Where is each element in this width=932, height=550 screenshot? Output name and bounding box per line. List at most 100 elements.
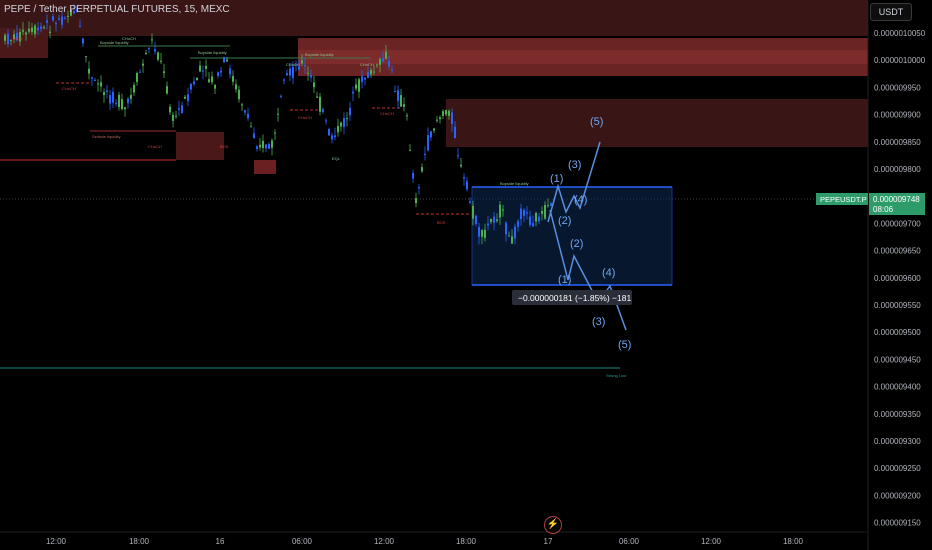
candle-body	[340, 122, 342, 127]
candle-body	[19, 32, 21, 42]
candle-body	[277, 113, 279, 115]
annotation-choch-6: CHoCH	[360, 62, 374, 67]
supply-zone-top	[0, 0, 868, 36]
candle-body	[52, 16, 54, 21]
candle-body	[286, 73, 288, 76]
candle-body	[313, 82, 315, 88]
candle-body	[409, 149, 411, 151]
candle-body	[514, 226, 516, 239]
price-axis-label: 0.000009400	[874, 383, 921, 392]
candle-body	[529, 216, 531, 225]
candle-body	[331, 135, 333, 140]
measure-label-bg	[512, 290, 632, 305]
candle-body	[136, 72, 138, 82]
candle-body	[541, 210, 543, 214]
candle-body	[4, 35, 6, 41]
candle-body	[520, 208, 522, 219]
candle-body	[79, 25, 81, 27]
candle-body	[532, 223, 534, 227]
candle-body	[475, 215, 477, 225]
candle-body	[247, 113, 249, 119]
wave-down-label-1: (1)	[558, 274, 571, 286]
candle-body	[202, 70, 204, 72]
candle-body	[16, 32, 18, 41]
candle-body	[292, 66, 294, 79]
candle-body	[334, 135, 336, 138]
candle-body	[88, 68, 90, 74]
candle-body	[43, 27, 45, 29]
annotation-bos-2: BOS	[220, 144, 229, 149]
time-axis[interactable]: 12:00 18:00 16 06:00 12:00 18:00 17 06:00 12:00 1…	[46, 537, 804, 546]
candle-body	[184, 96, 186, 99]
symbol-header[interactable]: PEPE / Tether PERPETUAL FUTURES, 15, MEX…	[4, 4, 230, 15]
candle-body	[319, 96, 321, 112]
currency-button[interactable]: USDT	[870, 3, 912, 21]
candle-body	[55, 23, 57, 25]
candle-body	[406, 115, 408, 117]
price-axis-label: 0.000009550	[874, 301, 921, 310]
candle-body	[487, 223, 489, 226]
candle-body	[517, 221, 519, 227]
candle-body	[391, 69, 393, 71]
wave-down-label-5: (5)	[618, 339, 631, 351]
candle-body	[160, 60, 162, 62]
price-axis-label: 0.000009350	[874, 410, 921, 419]
candle-body	[361, 76, 363, 83]
annotation-choch-top: CHoCH	[122, 36, 136, 41]
price-axis-label: 0.000009850	[874, 138, 921, 147]
candle-body	[481, 230, 483, 237]
annotation-sellside: Sellside liquidity	[92, 134, 120, 139]
candle-body	[415, 198, 417, 203]
candle-body	[196, 77, 198, 81]
time-axis-label: 18:00	[783, 537, 804, 546]
wave-down-label-4: (4)	[602, 267, 615, 279]
candle-body	[199, 65, 201, 72]
candle-body	[163, 71, 165, 74]
wave-path-up	[547, 141, 601, 223]
price-axis-label: 0.000009600	[874, 274, 921, 283]
candle-body	[133, 84, 135, 93]
price-axis-label: 0.000009200	[874, 491, 921, 500]
price-axis[interactable]: 0.0000010050 0.0000010000 0.000009950 0.000…	[874, 29, 926, 528]
candle-body	[181, 105, 183, 114]
price-axis-label: 0.000009150	[874, 519, 921, 528]
candle-body	[157, 52, 159, 60]
candle-body	[271, 140, 273, 148]
candle-body	[211, 76, 213, 83]
candle-body	[439, 117, 441, 120]
candle-body	[61, 16, 63, 25]
symbol-tag-text: PEPEUSDT.P	[820, 195, 867, 204]
candle-body	[13, 34, 15, 40]
candle-body	[205, 65, 207, 69]
candle-body	[151, 39, 153, 41]
price-tag-value: 0.000009748	[873, 195, 920, 204]
candle-body	[244, 110, 246, 113]
candle-body	[193, 81, 195, 85]
candle-body	[508, 235, 510, 237]
candle-body	[493, 216, 495, 223]
candle-body	[7, 33, 9, 45]
candle-body	[58, 18, 60, 20]
wave-down-label-3: (3)	[592, 316, 605, 328]
candle-body	[484, 229, 486, 238]
candle-body	[187, 94, 189, 102]
candle-body	[85, 56, 87, 58]
candle-body	[250, 126, 252, 128]
candle-body	[262, 140, 264, 148]
candle-body	[172, 114, 174, 121]
candle-body	[544, 204, 546, 219]
annotation-buyside-3: Buyside liquidity	[305, 52, 334, 57]
candle-body	[64, 18, 66, 20]
candle-body	[436, 119, 438, 121]
price-axis-label: 0.000009700	[874, 219, 921, 228]
measure-box[interactable]	[471, 186, 673, 286]
lightning-icon[interactable]: ⚡	[544, 516, 562, 534]
candle-body	[547, 205, 549, 207]
candle-body	[49, 31, 51, 33]
candle-body	[67, 15, 69, 17]
candle-body	[235, 84, 237, 90]
candle-body	[70, 9, 72, 16]
candle-body	[463, 177, 465, 179]
candle-body	[403, 104, 405, 107]
